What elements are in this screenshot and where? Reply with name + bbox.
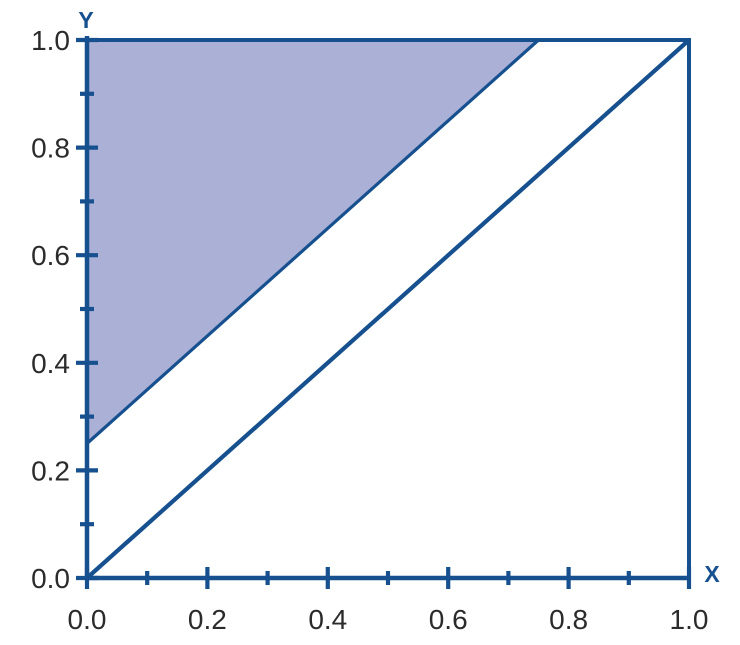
x-tick-label: 0.6 <box>429 604 468 635</box>
y-tick-label: 0.2 <box>31 455 70 486</box>
x-tick-label: 0.8 <box>549 604 588 635</box>
y-tick-label: 0.6 <box>31 240 70 271</box>
x-tick-label: 1.0 <box>670 604 709 635</box>
x-axis-label: X <box>704 561 720 587</box>
x-tick-label: 0.0 <box>68 604 107 635</box>
identity-line <box>85 38 691 580</box>
y-tick-label: 0.0 <box>31 563 70 594</box>
y-tick-label: 0.4 <box>31 348 70 379</box>
y-axis-label: Y <box>78 7 93 33</box>
x-tick-label: 0.4 <box>308 604 347 635</box>
y-tick-label: 0.8 <box>31 133 70 164</box>
x-tick-label: 0.2 <box>188 604 227 635</box>
y-tick-label: 1.0 <box>31 25 70 56</box>
upper-boundary-line <box>85 38 540 445</box>
